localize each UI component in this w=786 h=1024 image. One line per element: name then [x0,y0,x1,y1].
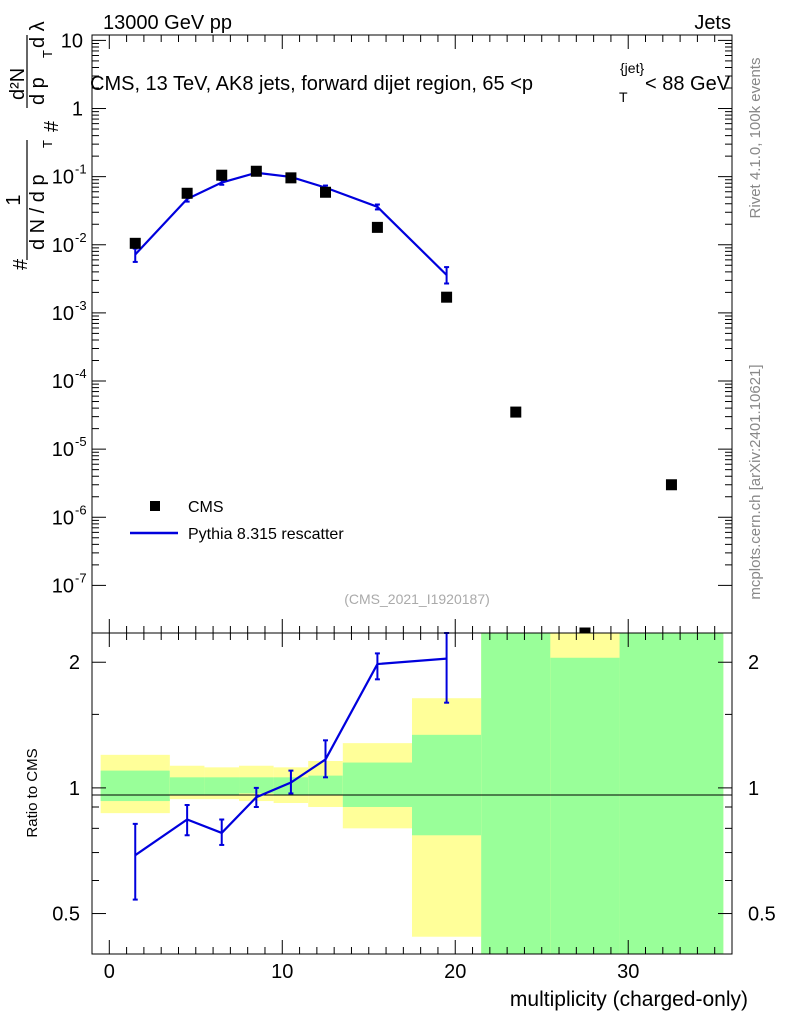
main-y-axis-label: # 1 d N / d p T # d²N d p T d λ [3,21,63,270]
main-ytick-label: 1 [72,99,83,121]
main-ytick-label-exponent: -6 [75,502,87,517]
ylabel-dlambda: d λ [27,21,49,48]
main-ytick-label-exponent: -5 [75,434,87,449]
ratio-band-inner [342,762,412,807]
mc-line [134,171,448,276]
x-axis-tick-label: 30 [617,961,639,983]
header-right: Jets [694,12,731,34]
main-ytick-label: 10 [52,575,74,597]
ratio-band-inner [100,770,170,802]
title-subscript: T [619,89,628,105]
ylabel-dpt: d p [27,77,49,105]
ratio-band-inner [169,777,205,796]
legend-cms-marker [150,501,160,511]
ratio-axes-ticks: 0.5 0.51 12 20 10 20 30 [52,633,776,983]
main-ytick-label: 10 [52,371,74,393]
legend-pythia-label: Pythia 8.315 rescatter [188,526,344,543]
cms-data-point [320,186,332,198]
mc-ratio-series [132,632,450,901]
ratio-ytick-label-left: 1 [69,778,80,800]
ylabel-dn-dpt: d N / d p [27,174,49,250]
cms-data-point [181,187,193,199]
main-ytick-label: 10 [52,507,74,529]
main-plot-frame [91,34,733,634]
ylabel-one: 1 [3,194,25,205]
main-ytick-label-exponent: -7 [75,570,87,585]
ratio-band-inner [412,734,482,836]
x-axis-tick-label: 10 [271,961,293,983]
main-ytick-label: 10 [52,235,74,257]
x-axis-tick-label: 20 [444,961,466,983]
legend-cms-label: CMS [188,499,224,516]
legend: CMS Pythia 8.315 rescatter [130,499,344,543]
cms-data-point [250,165,262,177]
main-ytick-label: 10 [52,303,74,325]
analysis-id: (CMS_2021_I1920187) [344,591,490,607]
mc-ratio-line [134,657,447,857]
main-ytick-label-exponent: -4 [75,366,87,381]
side-label-rivet: Rivet 4.1.0, 100k events [747,58,764,219]
ratio-band-inner [550,657,620,954]
cms-data-point [441,291,453,303]
main-ytick-label-exponent: -2 [75,230,87,245]
cms-data-point [510,406,522,418]
ylabel-t-sub-2: T [40,50,55,58]
ratio-band-inner [308,775,343,796]
ylabel-hash-2: # [41,120,63,132]
cms-data-series [129,165,677,639]
ratio-y-axis-label: Ratio to CMS [24,748,41,837]
ratio-ytick-label-right: 2 [748,652,759,674]
ratio-band-inner [619,633,724,954]
ylabel-t-sub-1: T [40,140,55,148]
ylabel-d2n: d²N [7,68,29,100]
ratio-ytick-label-right: 0.5 [748,904,776,926]
header-left: 13000 GeV pp [103,12,232,34]
x-axis-label: multiplicity (charged-only) [510,988,748,1011]
main-ytick-label: 10 [61,30,83,52]
cms-data-point [216,169,228,181]
cms-data-point [285,172,297,184]
ratio-plot-frame [91,632,733,955]
title-text-post: < 88 GeV [645,73,731,95]
cms-data-point [371,221,383,233]
main-ytick-label: 10 [52,167,74,189]
side-label-mcplots: mcplots.cern.ch [arXiv:2401.10621] [747,364,764,599]
ratio-ytick-label-left: 2 [69,652,80,674]
ratio-uncertainty-bands [100,633,724,954]
ratio-band-inner [481,633,551,954]
title-text-pre: CMS, 13 TeV, AK8 jets, forward dijet reg… [90,73,533,95]
ratio-ytick-label-right: 1 [748,778,759,800]
ratio-band-inner [204,777,240,796]
ylabel-hash-1: # [10,258,32,270]
mc-series-main [132,170,450,285]
ratio-band-inner [239,777,274,794]
main-plot-title: CMS, 13 TeV, AK8 jets, forward dijet reg… [90,73,533,95]
ratio-ytick-label-left: 0.5 [52,904,80,926]
main-ytick-label-exponent: -3 [75,298,87,313]
cms-data-point [665,479,677,491]
cms-data-point [129,237,141,249]
main-ytick-label-exponent: -1 [75,162,87,177]
x-axis-tick-label: 0 [104,961,115,983]
main-ytick-label: 10 [52,439,74,461]
title-superscript: {jet} [620,60,644,76]
